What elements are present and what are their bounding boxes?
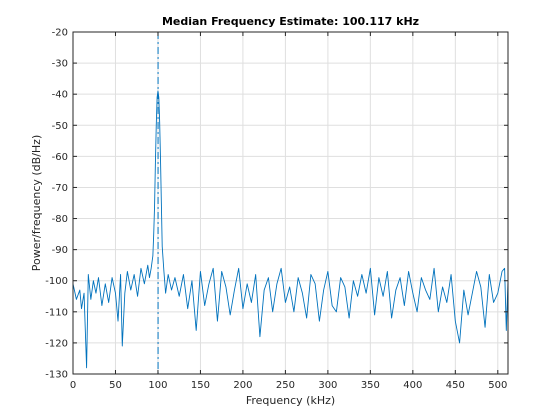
spectrum-line [72, 90, 509, 369]
y-tick-label: -120 [45, 338, 68, 349]
x-tick-label: 400 [403, 380, 422, 391]
y-tick-label: -60 [52, 152, 68, 163]
y-tick-label: -110 [45, 307, 68, 318]
x-axis-label: Frequency (kHz) [246, 394, 335, 407]
y-tick-label: -100 [45, 276, 68, 287]
x-tick-label: 350 [361, 380, 380, 391]
y-tick-label: -90 [52, 245, 68, 256]
x-tick-label: 250 [276, 380, 295, 391]
y-axis-label: Power/frequency (dB/Hz) [30, 135, 43, 272]
x-tick-label: 200 [233, 380, 252, 391]
axes-box [72, 31, 509, 375]
axis-ticks: 0 50 100 150 200 250 300 350 400 450 500 -130 -120 -1… [45, 28, 508, 391]
x-tick-label: 500 [488, 380, 507, 391]
y-tick-label: -30 [52, 59, 68, 70]
x-tick-label: 100 [148, 380, 167, 391]
x-tick-label: 300 [318, 380, 337, 391]
y-tick-label: -80 [52, 214, 68, 225]
y-tick-label: -70 [52, 183, 68, 194]
y-tick-label: -50 [52, 121, 68, 132]
x-tick-label: 50 [109, 380, 122, 391]
x-tick-label: 450 [446, 380, 465, 391]
y-tick-label: -20 [52, 28, 68, 39]
chart-title: Median Frequency Estimate: 100.117 kHz [162, 15, 419, 28]
plot-area [73, 32, 508, 374]
x-tick-label: 150 [191, 380, 210, 391]
y-tick-label: -40 [52, 90, 68, 101]
y-tick-label: -130 [45, 370, 68, 381]
x-tick-label: 0 [70, 380, 76, 391]
